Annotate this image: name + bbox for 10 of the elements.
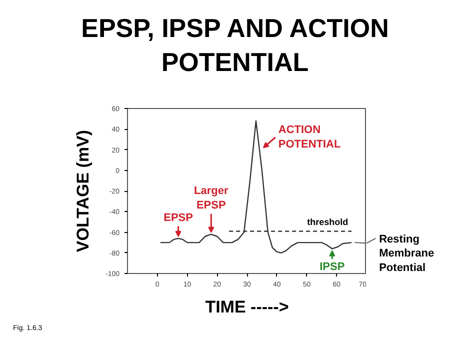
annotation: EPSP	[164, 212, 193, 224]
annotation: IPSP	[320, 261, 345, 274]
y-axis-title: VOLTAGE (mV)	[73, 130, 92, 252]
annotation: ACTION POTENTIAL	[278, 124, 341, 151]
annotation: Larger EPSP	[194, 185, 229, 212]
annotation: threshold	[307, 217, 348, 228]
chart-title: EPSP, IPSP AND ACTION POTENTIAL	[80, 12, 390, 79]
line-series	[160, 120, 352, 254]
annotation: Resting Membrane Potential	[379, 233, 434, 274]
x-axis-title: TIME ----->	[205, 298, 289, 316]
